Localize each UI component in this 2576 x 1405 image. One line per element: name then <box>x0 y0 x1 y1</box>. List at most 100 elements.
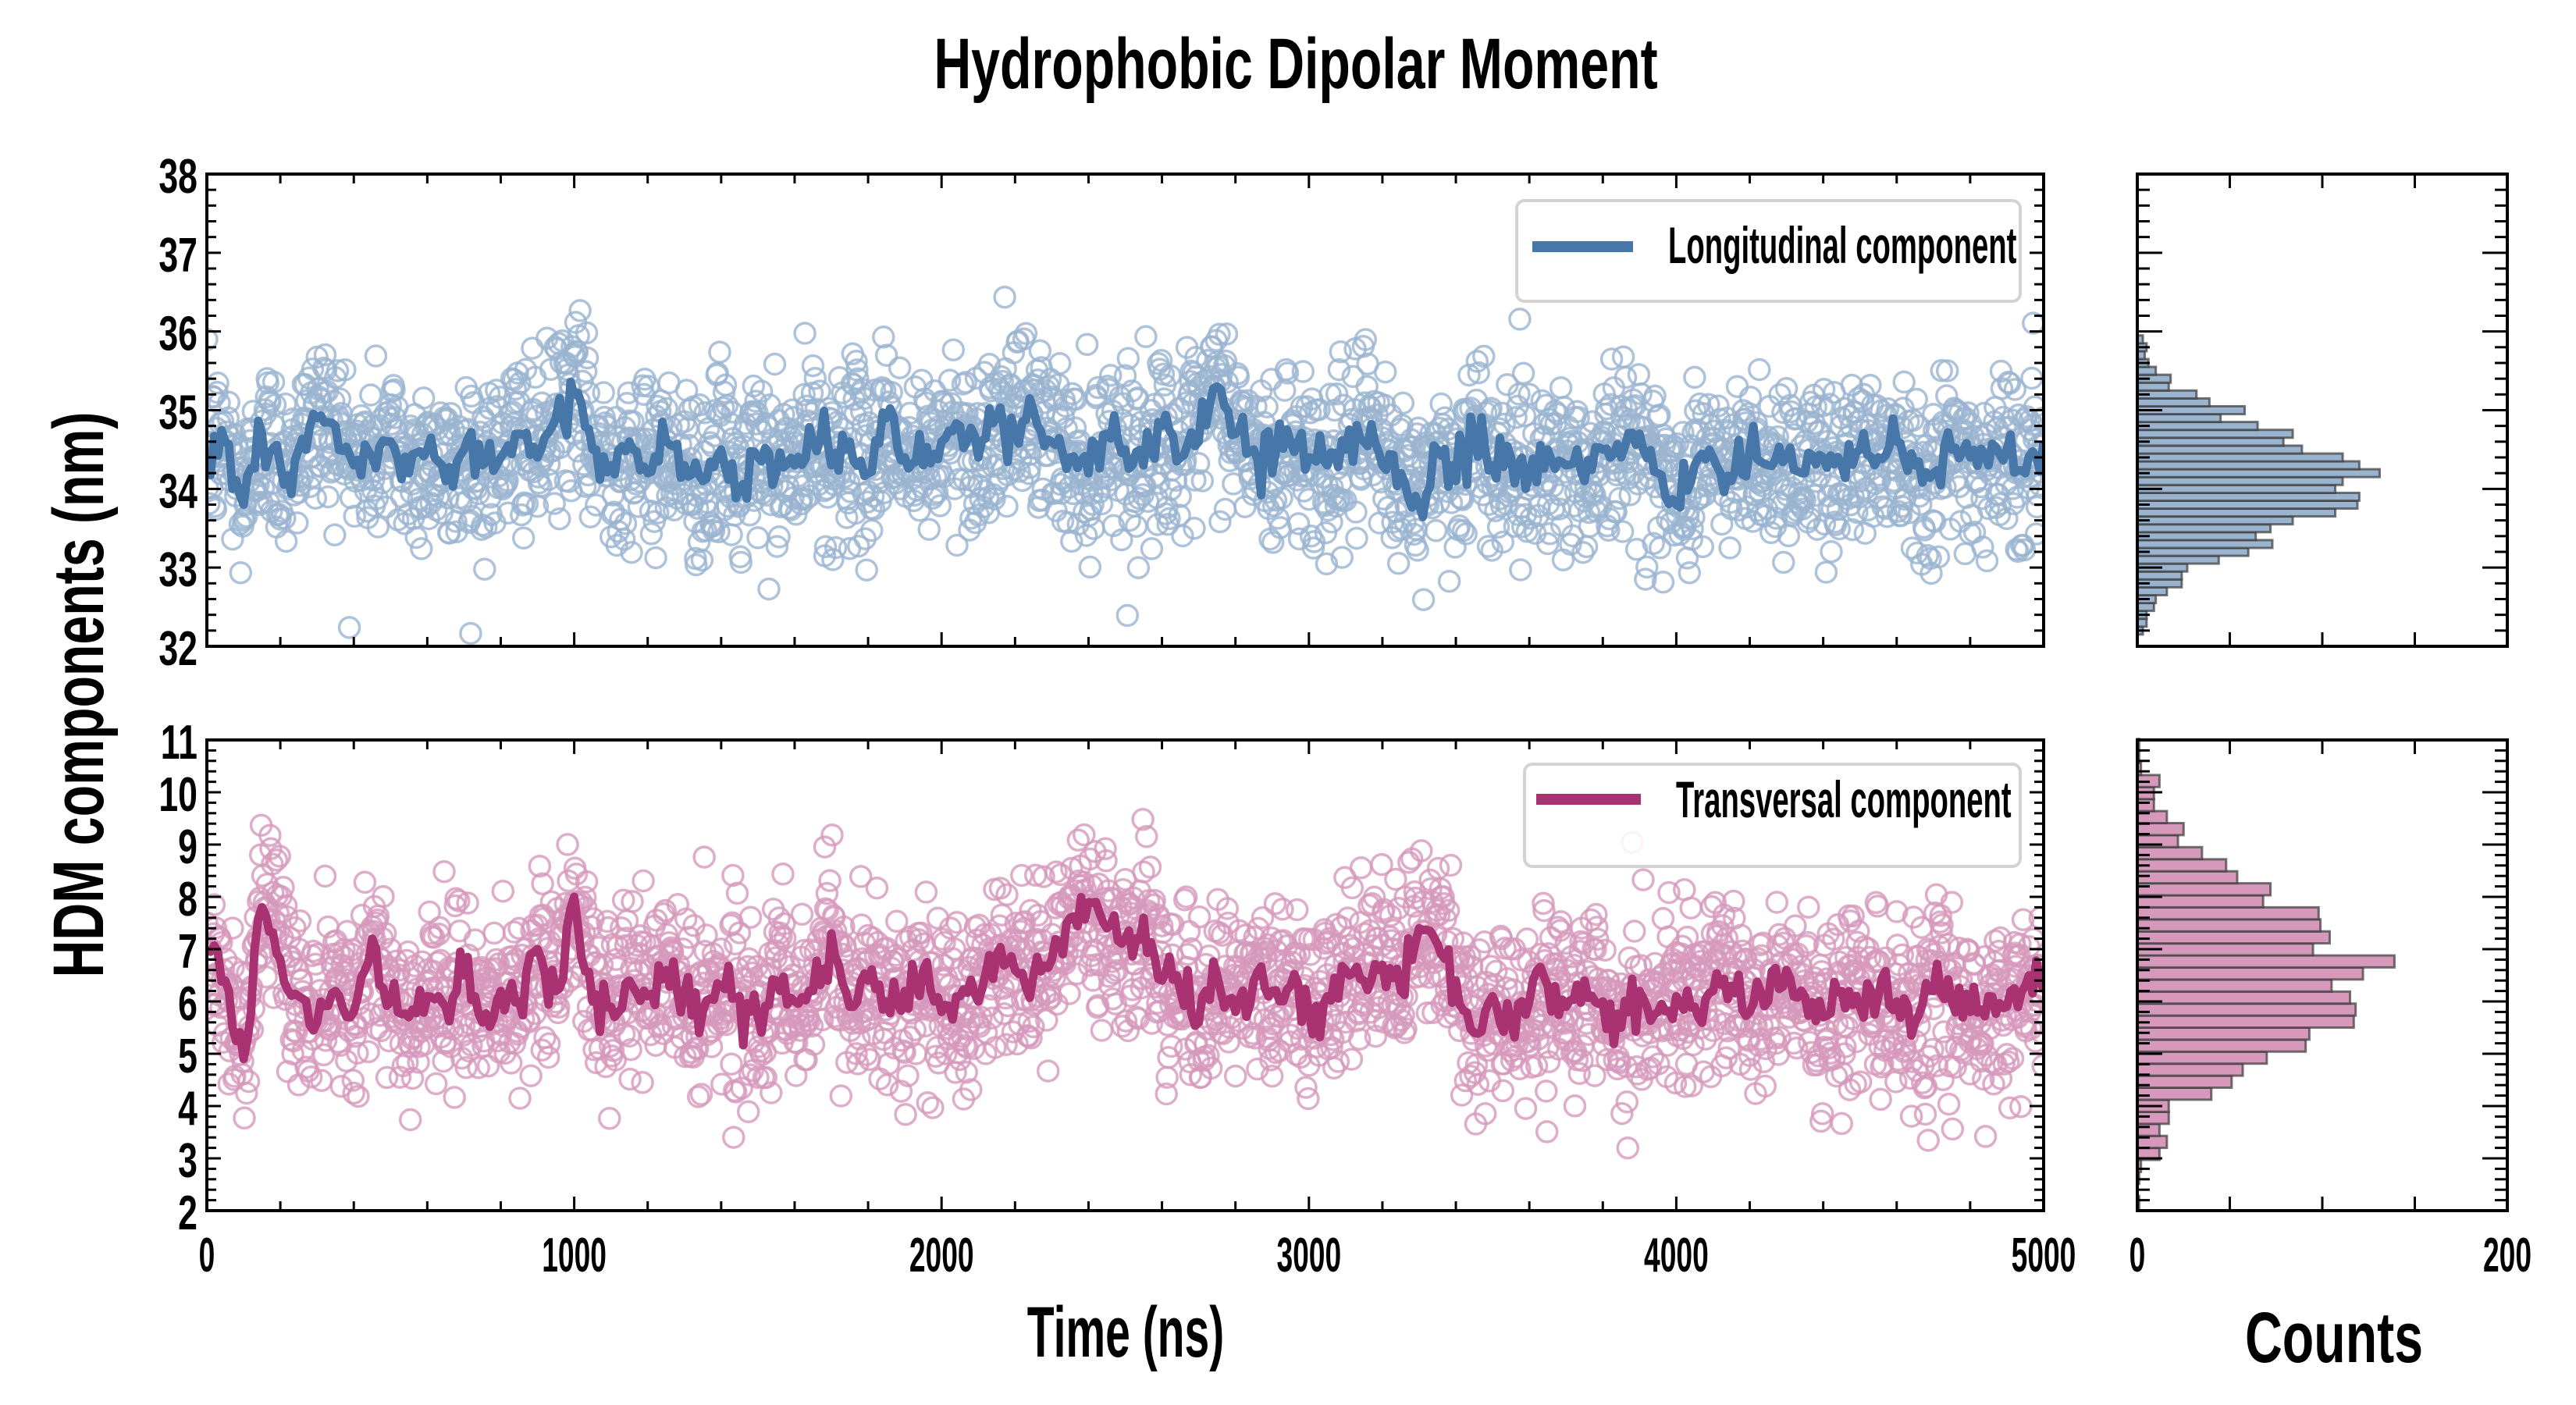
data-point <box>1114 1009 1138 1033</box>
data-point <box>943 937 966 961</box>
data-point <box>496 468 519 493</box>
data-point <box>1450 488 1475 511</box>
data-point <box>258 823 282 847</box>
data-point <box>283 916 307 940</box>
longitudinal-frame <box>205 173 2045 648</box>
data-point <box>1486 515 1510 539</box>
data-point <box>1215 897 1240 920</box>
data-point <box>1428 416 1452 440</box>
data-point <box>1215 322 1239 346</box>
data-point <box>649 1013 673 1037</box>
data-point <box>1437 569 1461 593</box>
data-point <box>921 1096 945 1119</box>
data-point <box>261 852 284 876</box>
data-point <box>578 505 603 528</box>
data-point <box>1213 497 1237 521</box>
data-point <box>2003 378 2027 401</box>
data-point <box>1772 550 1795 574</box>
data-point <box>1504 406 1528 429</box>
data-point <box>1183 517 1206 540</box>
data-point <box>1098 364 1123 387</box>
data-point <box>1276 361 1300 385</box>
data-point <box>1116 347 1140 370</box>
data-point <box>1765 891 1789 914</box>
data-point <box>1097 377 1120 401</box>
data-point <box>810 1008 834 1032</box>
data-point <box>601 1039 625 1062</box>
data-point <box>710 937 733 961</box>
data-point <box>888 356 912 379</box>
data-point <box>281 1042 304 1065</box>
data-point <box>1869 1087 1892 1112</box>
data-point <box>737 947 761 971</box>
data-point <box>1439 853 1463 877</box>
data-point <box>1347 1027 1372 1051</box>
data-point <box>1841 518 1865 542</box>
data-point <box>460 1033 483 1057</box>
data-point <box>248 493 272 517</box>
data-point <box>928 494 952 518</box>
data-point <box>917 518 941 541</box>
data-point <box>896 1064 920 1087</box>
data-point <box>1748 357 1771 382</box>
data-point <box>1759 521 1783 545</box>
data-point <box>703 424 727 447</box>
data-point <box>207 386 226 409</box>
data-point <box>958 1010 981 1034</box>
data-point <box>1138 855 1162 879</box>
data-point <box>1298 943 1322 966</box>
data-point <box>2024 522 2044 546</box>
data-point <box>1150 914 1174 937</box>
data-point <box>482 921 506 945</box>
data-point <box>207 328 219 351</box>
data-point <box>1140 537 1164 560</box>
data-point <box>1187 905 1212 929</box>
data-point <box>1022 1015 1045 1039</box>
data-point <box>1635 555 1659 579</box>
data-point <box>1270 486 1293 510</box>
data-point <box>366 515 390 539</box>
data-point <box>1325 382 1349 406</box>
data-point <box>813 835 837 859</box>
data-point <box>1916 1129 1940 1152</box>
data-point <box>268 845 291 868</box>
data-point <box>1451 518 1475 542</box>
data-point <box>1063 416 1087 439</box>
data-point <box>536 1045 560 1069</box>
data-point <box>1608 486 1631 510</box>
data-point <box>343 504 366 528</box>
data-point <box>855 558 878 582</box>
data-point <box>1975 549 1999 573</box>
data-point <box>816 898 840 922</box>
data-point <box>988 877 1012 900</box>
data-point <box>1971 535 1994 559</box>
data-point <box>400 1066 425 1090</box>
data-point <box>1320 510 1343 534</box>
data-point <box>1559 532 1582 556</box>
data-point <box>1263 891 1287 916</box>
data-point <box>1048 351 1072 375</box>
data-point <box>1688 392 1712 416</box>
data-point <box>1892 370 1916 394</box>
data-point <box>690 548 714 572</box>
data-point <box>373 921 397 945</box>
data-point <box>274 894 298 917</box>
chart-title: Hydrophobic Dipolar Moment <box>934 23 1657 103</box>
data-point <box>612 528 636 551</box>
data-point <box>1078 555 1102 579</box>
data-point <box>1115 603 1140 628</box>
data-point <box>1174 885 1198 909</box>
data-point <box>1814 560 1838 584</box>
data-point <box>1028 339 1052 363</box>
data-point <box>2023 395 2044 418</box>
longitudinal-running-average <box>207 377 2044 521</box>
data-point <box>849 865 873 888</box>
data-point <box>1126 556 1151 580</box>
data-point <box>1509 558 1532 582</box>
data-point <box>1278 1030 1302 1054</box>
data-point <box>950 1024 974 1048</box>
data-point <box>217 390 240 414</box>
data-point <box>767 525 791 549</box>
data-point <box>447 889 471 912</box>
data-point <box>1210 923 1234 947</box>
